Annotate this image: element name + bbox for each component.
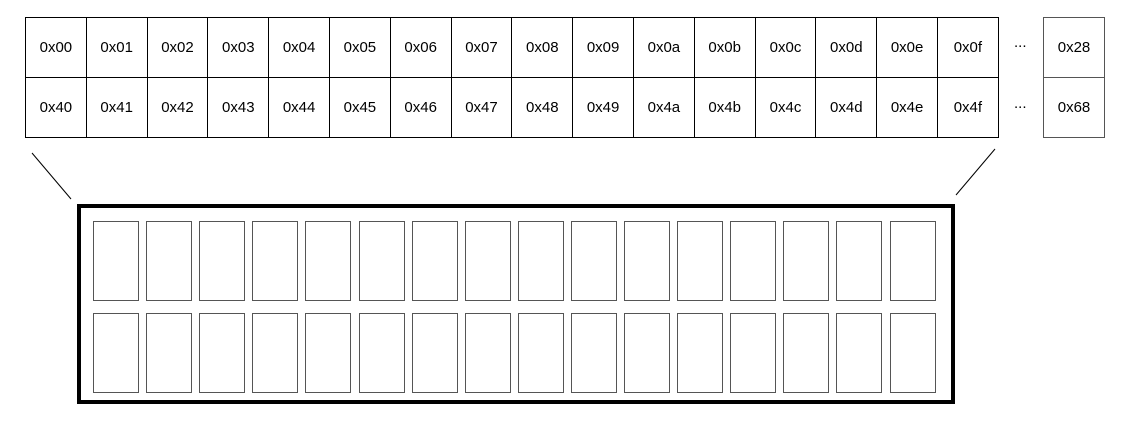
right-connector-line bbox=[955, 148, 996, 196]
lcd-character-cell bbox=[677, 221, 724, 301]
lcd-character-cell bbox=[889, 221, 936, 301]
lcd-character-cell bbox=[199, 221, 246, 301]
address-cell: 0x4c bbox=[754, 77, 817, 138]
lcd-character-cell bbox=[570, 221, 617, 301]
lcd-character-cell bbox=[358, 313, 405, 393]
lcd-character-cell bbox=[358, 221, 405, 301]
address-cell: 0x07 bbox=[450, 17, 513, 78]
address-cell: 0x43 bbox=[207, 77, 270, 138]
lcd-character-cell bbox=[252, 313, 299, 393]
lcd-character-cell bbox=[730, 221, 777, 301]
lcd-character-cell bbox=[517, 313, 564, 393]
address-cell: 0x01 bbox=[85, 17, 148, 78]
lcd-character-cell bbox=[570, 313, 617, 393]
lcd-character-cell bbox=[624, 313, 670, 393]
lcd-character-cell bbox=[783, 221, 830, 301]
address-cell: 0x05 bbox=[329, 17, 391, 78]
lcd-character-cell bbox=[146, 313, 193, 393]
lcd-character-cell bbox=[836, 313, 883, 393]
lcd-character-cell bbox=[517, 221, 564, 301]
lcd-character-cell bbox=[730, 313, 777, 393]
lcd-display bbox=[77, 204, 955, 404]
address-cell: 0x08 bbox=[511, 17, 574, 78]
lcd-character-cell bbox=[624, 221, 670, 301]
lcd-character-cell bbox=[464, 313, 511, 393]
address-cell: 0x04 bbox=[268, 17, 330, 78]
address-cell-last-row2: 0x68 bbox=[1043, 77, 1105, 138]
address-cell: 0x46 bbox=[389, 77, 452, 138]
address-cell: 0x0a bbox=[633, 17, 695, 78]
address-cell: 0x0c bbox=[754, 17, 817, 78]
address-cell-last-row1: 0x28 bbox=[1043, 17, 1105, 78]
lcd-character-cell bbox=[836, 221, 883, 301]
address-cell: 0x4b bbox=[693, 77, 756, 138]
address-cell: 0x03 bbox=[207, 17, 270, 78]
lcd-character-cell bbox=[93, 221, 139, 301]
address-cell: 0x06 bbox=[389, 17, 452, 78]
lcd-character-cell bbox=[464, 221, 511, 301]
lcd-character-cell bbox=[889, 313, 936, 393]
lcd-character-cell bbox=[93, 313, 139, 393]
lcd-character-cell bbox=[199, 313, 246, 393]
address-cell: 0x44 bbox=[268, 77, 330, 138]
address-cell: 0x47 bbox=[450, 77, 513, 138]
lcd-character-cell bbox=[252, 221, 299, 301]
lcd-character-cell bbox=[411, 221, 458, 301]
address-cell: 0x45 bbox=[329, 77, 391, 138]
address-cell: 0x0d bbox=[815, 17, 878, 78]
address-cell: 0x42 bbox=[146, 77, 209, 138]
address-cell: 0x4e bbox=[876, 77, 938, 138]
ellipsis-row1: ... bbox=[1014, 34, 1027, 51]
address-cell: 0x49 bbox=[572, 77, 634, 138]
address-cell: 0x48 bbox=[511, 77, 574, 138]
lcd-character-cell bbox=[411, 313, 458, 393]
address-cell: 0x0f bbox=[937, 17, 999, 78]
left-connector-line bbox=[31, 152, 72, 200]
address-cell: 0x40 bbox=[25, 77, 87, 138]
address-cell: 0x09 bbox=[572, 17, 634, 78]
address-cell: 0x00 bbox=[25, 17, 87, 78]
address-cell: 0x4a bbox=[633, 77, 695, 138]
address-cell: 0x0e bbox=[876, 17, 938, 78]
ellipsis-row2: ... bbox=[1014, 95, 1027, 112]
lcd-character-cell bbox=[783, 313, 830, 393]
address-cell: 0x0b bbox=[693, 17, 756, 78]
lcd-character-cell bbox=[305, 313, 352, 393]
address-cell: 0x4f bbox=[937, 77, 999, 138]
lcd-character-cell bbox=[146, 221, 193, 301]
address-cell: 0x4d bbox=[815, 77, 878, 138]
lcd-character-cell bbox=[677, 313, 724, 393]
lcd-character-cell bbox=[305, 221, 352, 301]
address-cell: 0x41 bbox=[85, 77, 148, 138]
address-cell: 0x02 bbox=[146, 17, 209, 78]
